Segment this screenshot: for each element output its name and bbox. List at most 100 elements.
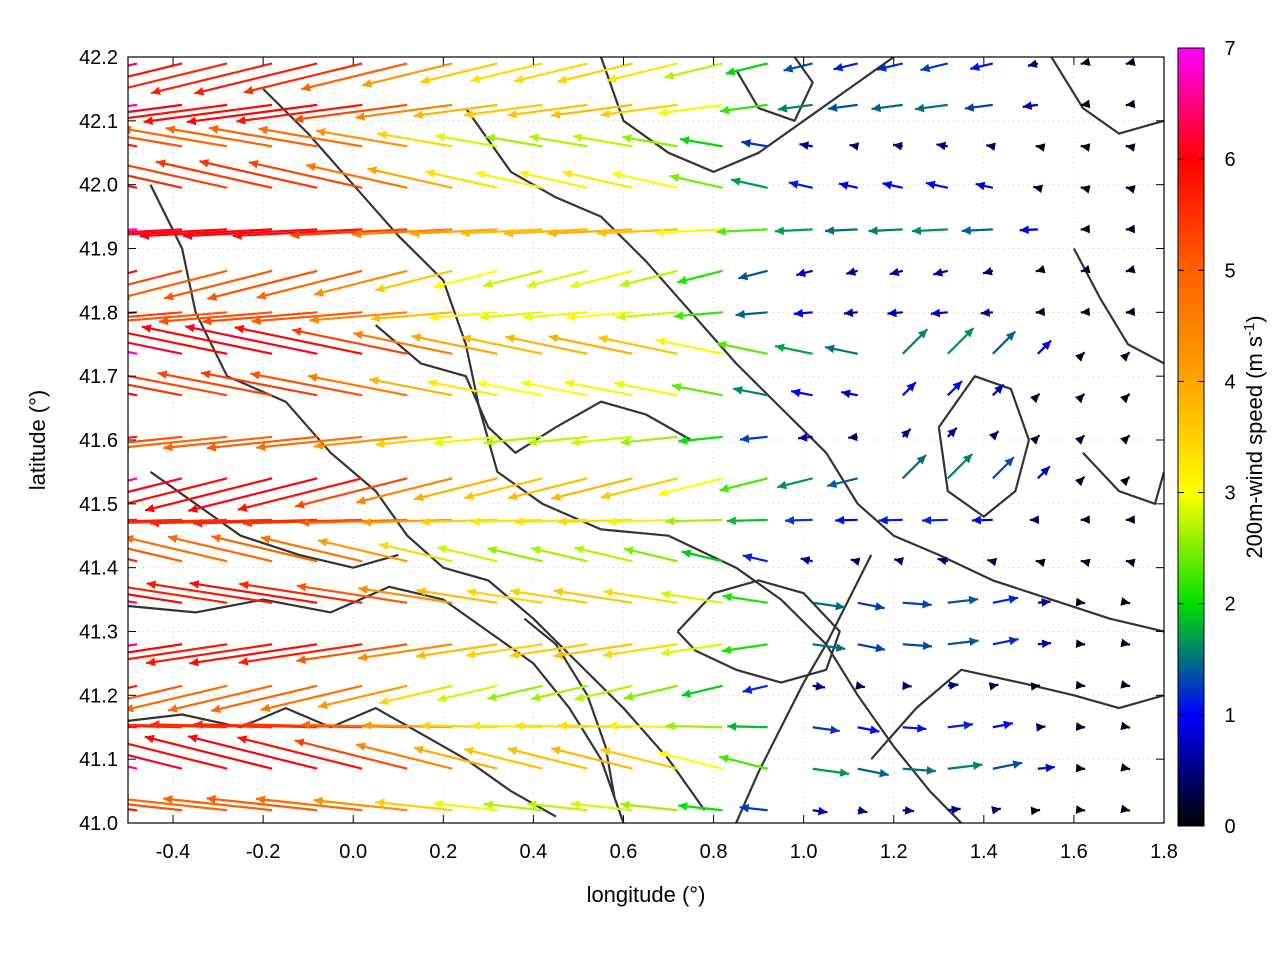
wind-vector-head	[658, 750, 668, 759]
wind-vector-head	[612, 170, 622, 180]
wind-vector-head	[163, 795, 173, 804]
x-tick-label: -0.4	[156, 841, 190, 863]
wind-vector-head	[437, 544, 448, 554]
wind-vector-head	[665, 516, 675, 526]
wind-vector-head	[52, 658, 62, 667]
wind-vector-head	[0, 508, 3, 516]
wind-vector	[128, 803, 183, 812]
colorbar-tick-label: 6	[1224, 149, 1235, 171]
wind-vector	[513, 62, 588, 83]
wind-vector	[128, 311, 183, 318]
wind-vector-head	[250, 370, 261, 380]
wind-vector	[256, 435, 363, 449]
wind-vector	[623, 684, 678, 700]
wind-vector	[654, 228, 723, 234]
wind-vector-head	[1075, 597, 1086, 607]
wind-vector	[602, 643, 678, 657]
wind-vector-head	[952, 381, 962, 391]
wind-vector-head	[144, 734, 155, 744]
wind-vector-head	[1125, 558, 1136, 568]
wind-vector	[234, 326, 363, 355]
wind-vector	[291, 328, 408, 355]
wind-vector-head	[551, 492, 562, 501]
wind-vector	[128, 643, 183, 654]
wind-vector-head	[295, 500, 305, 509]
wind-vector-head	[982, 266, 993, 276]
wind-vector	[167, 684, 273, 712]
wind-vector	[206, 435, 318, 450]
wind-vector	[466, 589, 543, 604]
terrain-contour	[676, 579, 841, 684]
wind-vector-head	[307, 373, 318, 382]
wind-vector	[362, 518, 453, 524]
wind-vector-head	[318, 700, 328, 710]
wind-vector-head	[1033, 184, 1044, 194]
wind-vector	[317, 539, 408, 563]
wind-vector-head	[970, 62, 981, 71]
wind-vector-head	[681, 549, 692, 558]
wind-vector-head	[1075, 680, 1086, 690]
wind-vector	[435, 134, 498, 148]
wind-vector	[530, 684, 588, 701]
x-tick-label: 0.8	[700, 841, 728, 863]
wind-vector-head	[1080, 558, 1091, 568]
wind-vector	[189, 643, 318, 665]
wind-vector-head	[1125, 264, 1136, 274]
wind-vector-head	[167, 534, 178, 544]
wind-vector-head	[13, 122, 23, 131]
wind-vector-head	[183, 231, 193, 241]
wind-vector-head	[951, 805, 961, 815]
wind-vector-head	[788, 180, 799, 189]
wind-vector-head	[256, 795, 266, 805]
wind-vector-head	[16, 531, 26, 539]
wind-vector-head	[57, 88, 67, 96]
wind-vector	[199, 160, 318, 189]
wind-vector	[616, 311, 678, 319]
wind-vector-head	[877, 63, 887, 72]
wind-vector-head	[920, 63, 931, 73]
wind-vector-head	[165, 125, 176, 134]
wind-vector-head	[526, 279, 537, 289]
wind-vector-head	[777, 480, 788, 490]
wind-vector	[479, 311, 543, 319]
terrain-contour	[128, 707, 557, 818]
wind-vector	[243, 62, 363, 94]
wind-vector-head	[101, 735, 111, 743]
wind-vector	[242, 518, 363, 525]
wind-vector-head	[926, 766, 936, 775]
wind-vector-head	[74, 534, 84, 542]
wind-vector-head	[433, 799, 443, 809]
wind-vector-head	[660, 647, 671, 657]
wind-vector	[158, 311, 273, 323]
wind-vector	[237, 477, 363, 511]
wind-vector-head	[296, 655, 306, 664]
wind-vector	[437, 546, 498, 563]
wind-vector	[557, 518, 633, 524]
wind-vector	[143, 103, 273, 123]
wind-vector-head	[487, 692, 498, 701]
wind-vector	[128, 754, 183, 770]
wind-vector-head	[11, 445, 20, 454]
wind-vector-head	[547, 228, 557, 238]
wind-vector-head	[719, 754, 730, 763]
wind-vector-head	[961, 226, 971, 235]
wind-vector-head	[377, 130, 387, 140]
wind-vector-head	[507, 109, 518, 119]
wind-vector-head	[0, 91, 9, 99]
wind-vector-head	[509, 650, 520, 659]
wind-vector-head	[620, 437, 630, 447]
wind-vector-head	[433, 280, 443, 290]
wind-vector-head	[0, 730, 2, 738]
wind-vector-head	[98, 325, 108, 334]
wind-vector	[436, 684, 498, 702]
wind-vector-head	[1120, 393, 1130, 404]
wind-vector-head	[874, 602, 885, 611]
wind-vector-head	[505, 334, 515, 343]
wind-vector-head	[470, 517, 480, 527]
wind-vector-head	[371, 313, 381, 323]
wind-vector	[128, 518, 228, 524]
wind-vector	[658, 103, 723, 115]
wind-vector	[258, 127, 363, 148]
wind-vector	[317, 684, 408, 709]
